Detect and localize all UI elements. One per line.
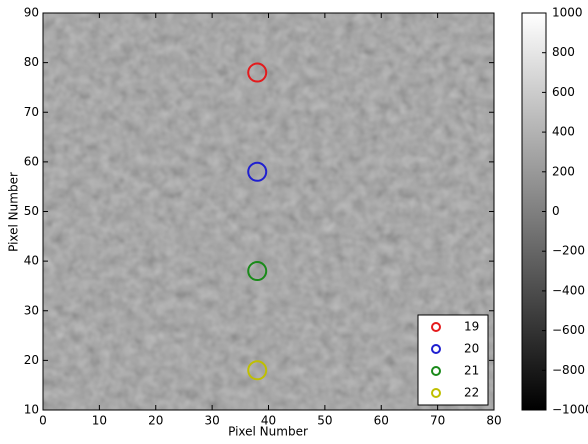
legend-marker [431, 344, 441, 354]
colorbar-tick-label: 200 [552, 164, 575, 178]
x-axis-label: Pixel Number [228, 425, 308, 439]
y-tick-label: 40 [24, 254, 39, 268]
marker [247, 261, 268, 282]
colorbar-tick-label: −1000 [552, 403, 588, 417]
colorbar-tick-label: 1000 [552, 6, 583, 20]
x-tick-label: 50 [317, 414, 332, 428]
x-tick-label: 0 [39, 414, 47, 428]
plot-frame [42, 12, 495, 411]
legend-label: 20 [464, 342, 479, 356]
y-tick-label: 60 [24, 154, 39, 168]
legend-label: 21 [464, 364, 479, 378]
marker [247, 62, 268, 83]
colorbar-tick-label: −400 [552, 283, 585, 297]
legend-marker [431, 388, 441, 398]
legend-label: 19 [464, 320, 479, 334]
legend-marker [431, 322, 441, 332]
colorbar-tick-label: 600 [552, 85, 575, 99]
x-tick-label: 40 [261, 414, 276, 428]
colorbar-tick-label: 800 [552, 45, 575, 59]
x-tick-label: 30 [204, 414, 219, 428]
x-tick-label: 80 [486, 414, 501, 428]
y-tick-label: 30 [24, 303, 39, 317]
marker [247, 161, 268, 182]
y-tick-label: 20 [24, 353, 39, 367]
legend-label: 22 [464, 386, 479, 400]
colorbar-tick-label: −800 [552, 363, 585, 377]
y-tick-label: 50 [24, 204, 39, 218]
colorbar-tick-label: 0 [552, 204, 560, 218]
y-axis-label: Pixel Number [7, 172, 21, 252]
y-tick-label: 10 [24, 403, 39, 417]
y-tick-label: 70 [24, 105, 39, 119]
colorbar-tick-label: 400 [552, 125, 575, 139]
y-tick-label: 90 [24, 6, 39, 20]
colorbar-tick-label: −600 [552, 323, 585, 337]
y-tick-label: 80 [24, 55, 39, 69]
legend [417, 314, 489, 406]
x-tick-label: 20 [148, 414, 163, 428]
x-tick-label: 10 [92, 414, 107, 428]
legend-marker [431, 366, 441, 376]
x-tick-label: 70 [430, 414, 445, 428]
colorbar-tick-label: −200 [552, 244, 585, 258]
x-tick-label: 60 [374, 414, 389, 428]
marker [247, 360, 268, 381]
